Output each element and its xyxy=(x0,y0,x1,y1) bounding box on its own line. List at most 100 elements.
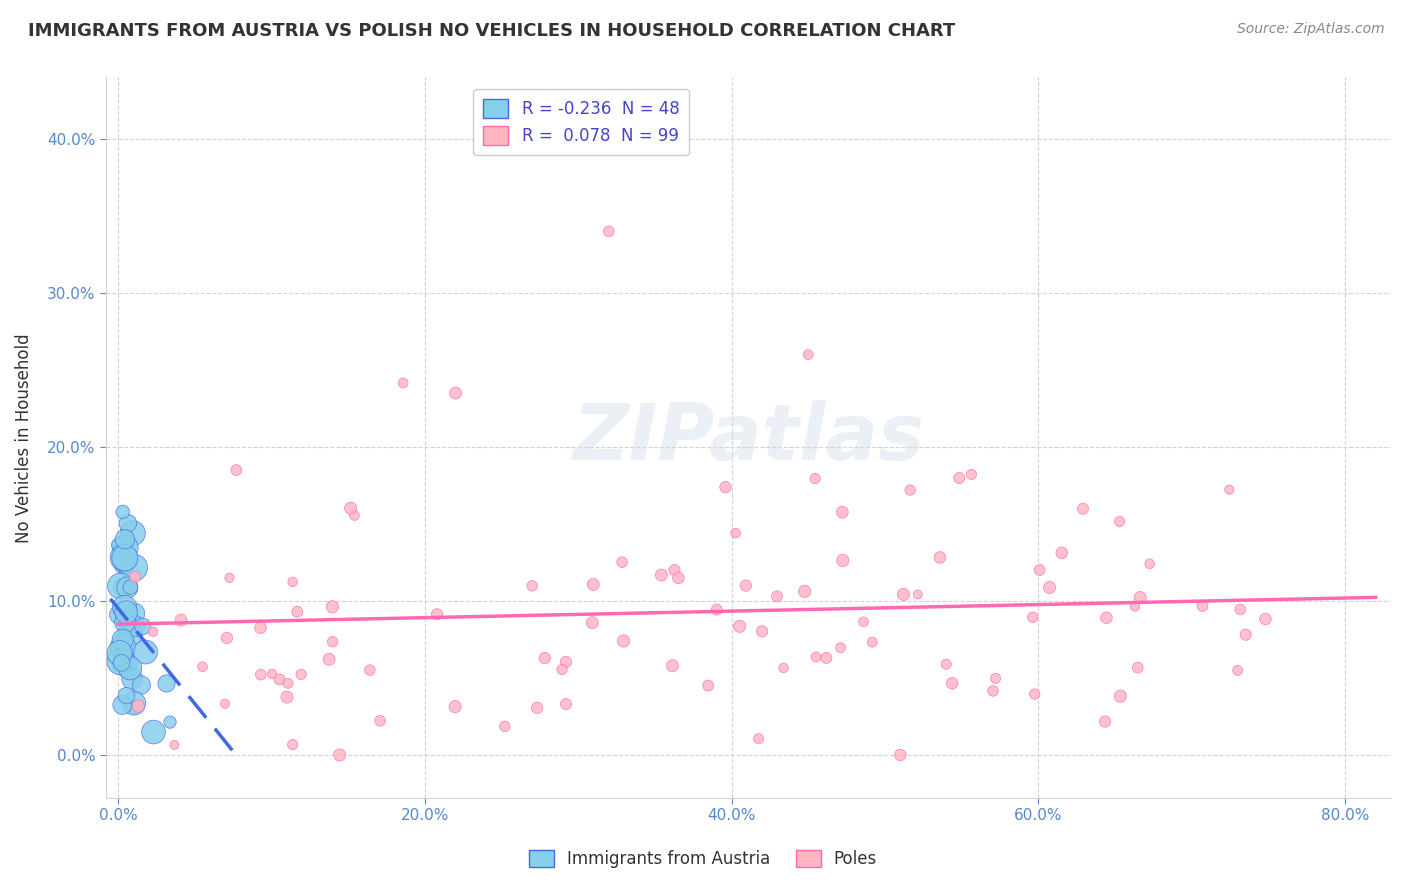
Point xyxy=(112,642,135,657)
Point xyxy=(281,738,304,752)
Point xyxy=(520,579,543,593)
Point xyxy=(117,516,139,531)
Point xyxy=(114,550,136,565)
Point xyxy=(941,676,963,690)
Point xyxy=(117,581,139,595)
Point xyxy=(121,526,143,541)
Point xyxy=(1094,714,1116,729)
Point xyxy=(135,645,157,659)
Point xyxy=(1139,557,1161,571)
Point xyxy=(108,538,131,552)
Legend: Immigrants from Austria, Poles: Immigrants from Austria, Poles xyxy=(522,843,884,875)
Point xyxy=(262,667,284,681)
Point xyxy=(714,480,737,494)
Point xyxy=(142,725,165,739)
Point xyxy=(155,676,177,690)
Point xyxy=(122,696,145,710)
Point xyxy=(1108,515,1130,529)
Point xyxy=(852,615,875,629)
Point xyxy=(831,505,853,519)
Point xyxy=(112,562,135,576)
Point xyxy=(1071,501,1094,516)
Point xyxy=(114,600,136,615)
Point xyxy=(697,679,720,693)
Point xyxy=(112,557,135,571)
Point xyxy=(664,563,686,577)
Point xyxy=(610,555,633,569)
Point xyxy=(1254,612,1277,626)
Point xyxy=(1095,611,1118,625)
Point xyxy=(191,659,214,673)
Point xyxy=(124,570,146,584)
Point xyxy=(108,607,131,622)
Point xyxy=(115,612,138,626)
Point xyxy=(555,655,578,669)
Point xyxy=(1123,599,1146,614)
Text: IMMIGRANTS FROM AUSTRIA VS POLISH NO VEHICLES IN HOUSEHOLD CORRELATION CHART: IMMIGRANTS FROM AUSTRIA VS POLISH NO VEH… xyxy=(28,22,955,40)
Point xyxy=(114,541,136,555)
Point xyxy=(249,667,271,681)
Point xyxy=(650,568,672,582)
Point xyxy=(359,663,381,677)
Point xyxy=(215,631,238,645)
Point xyxy=(114,615,136,630)
Point xyxy=(581,615,603,630)
Point xyxy=(444,699,467,714)
Point xyxy=(734,579,756,593)
Point xyxy=(120,580,142,594)
Point xyxy=(281,574,304,589)
Legend: R = -0.236  N = 48, R =  0.078  N = 99: R = -0.236 N = 48, R = 0.078 N = 99 xyxy=(474,89,689,155)
Point xyxy=(1234,628,1257,642)
Point xyxy=(110,654,132,668)
Point xyxy=(114,648,136,662)
Point xyxy=(108,646,131,660)
Point xyxy=(426,607,449,622)
Point xyxy=(981,684,1004,698)
Point xyxy=(948,471,970,485)
Point xyxy=(898,483,921,497)
Point xyxy=(290,667,312,681)
Point xyxy=(706,602,728,616)
Point xyxy=(117,552,139,566)
Point xyxy=(318,652,340,666)
Point xyxy=(598,224,620,238)
Point xyxy=(444,386,467,401)
Point xyxy=(984,671,1007,685)
Point xyxy=(115,605,138,619)
Point xyxy=(368,714,391,728)
Point xyxy=(766,590,789,604)
Point xyxy=(329,747,352,762)
Point xyxy=(111,640,134,654)
Point xyxy=(214,697,236,711)
Point xyxy=(110,579,132,593)
Point xyxy=(724,526,747,541)
Point xyxy=(661,658,683,673)
Point xyxy=(111,698,134,712)
Point xyxy=(751,624,773,639)
Point xyxy=(582,577,605,591)
Point xyxy=(668,571,690,585)
Point xyxy=(793,584,815,599)
Point xyxy=(121,672,143,686)
Point xyxy=(120,661,142,675)
Point xyxy=(831,553,853,567)
Point xyxy=(1024,687,1046,701)
Point xyxy=(728,619,751,633)
Point xyxy=(494,719,516,733)
Point xyxy=(339,501,361,516)
Point xyxy=(1226,664,1249,678)
Point xyxy=(1218,483,1240,497)
Point xyxy=(935,657,957,672)
Point xyxy=(131,678,153,692)
Point xyxy=(122,700,145,714)
Point xyxy=(1022,610,1045,624)
Point xyxy=(127,699,149,714)
Point xyxy=(830,640,852,655)
Point xyxy=(110,656,132,670)
Point xyxy=(748,731,770,746)
Point xyxy=(115,689,138,703)
Point xyxy=(225,463,247,477)
Point xyxy=(111,505,134,519)
Point xyxy=(285,605,308,619)
Point xyxy=(111,632,134,647)
